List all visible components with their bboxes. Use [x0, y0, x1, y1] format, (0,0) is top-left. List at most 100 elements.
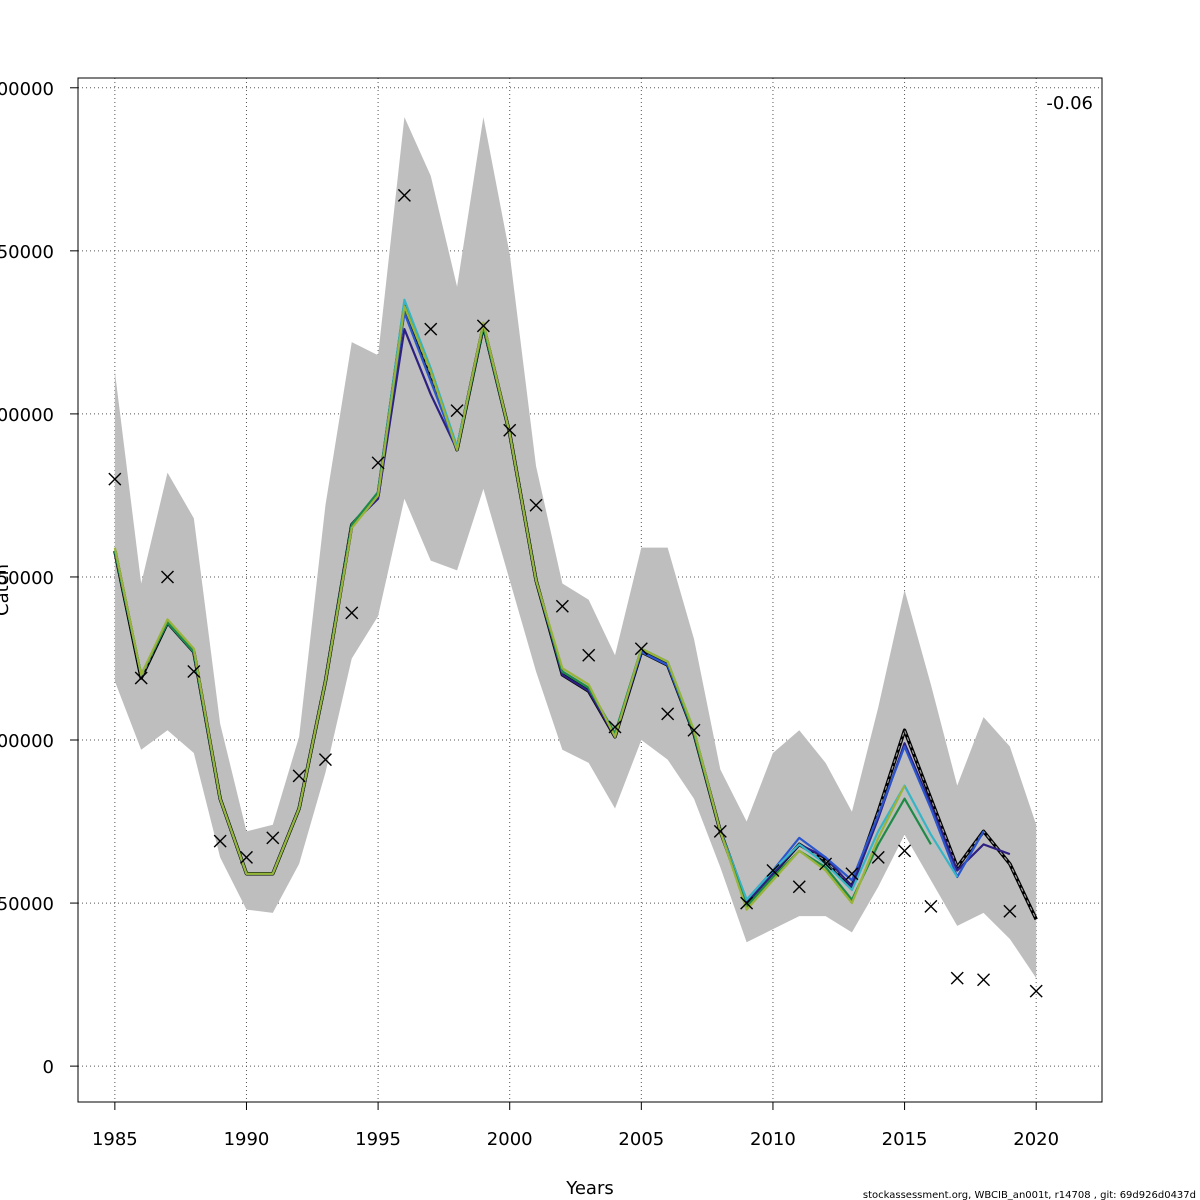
y-tick-label: 300000 — [0, 79, 54, 100]
observed-point — [661, 707, 675, 721]
observed-point — [292, 769, 306, 783]
observed-point-stroke — [687, 723, 701, 737]
observed-point-stroke — [213, 834, 227, 848]
observed-point — [924, 899, 938, 913]
observed-point-stroke — [766, 863, 780, 877]
observed-point — [871, 850, 885, 864]
observed-point — [397, 188, 411, 202]
observed-point-stroke — [792, 880, 806, 894]
observed-point — [1003, 904, 1017, 918]
observed-point — [582, 648, 596, 662]
observed-point — [503, 423, 517, 437]
x-axis: 1985 1990 1995 2000 2005 2010 2015 2020 — [92, 1101, 1059, 1150]
observed-point — [792, 880, 806, 894]
observed-point — [1029, 984, 1043, 998]
observed-point — [450, 404, 464, 418]
observed-point-stroke — [845, 867, 859, 881]
observed-point — [134, 671, 148, 685]
observed-point — [318, 753, 332, 767]
observed-point — [424, 322, 438, 336]
observed-point — [266, 831, 280, 845]
observed-point — [608, 720, 622, 734]
observed-point-stroke — [134, 671, 148, 685]
observed-point — [687, 723, 701, 737]
observed-point — [845, 867, 859, 881]
confidence-band — [114, 117, 1037, 979]
x-tick-label: 2005 — [618, 1129, 664, 1150]
footer-credit: stockassessment.org, WBCIB_an001t, r1470… — [863, 1190, 1196, 1200]
plot-frame — [77, 77, 1103, 1103]
observed-point-stroke — [397, 188, 411, 202]
observed-point-stroke — [713, 824, 727, 838]
observed-point-stroke — [555, 599, 569, 613]
x-axis-title: Years — [565, 1178, 614, 1199]
observed-point-stroke — [476, 319, 490, 333]
observed-point-stroke — [187, 665, 201, 679]
observed-point-stroke — [292, 769, 306, 783]
observed-point-stroke — [1029, 984, 1043, 998]
observed-point — [898, 844, 912, 858]
x-tick-label: 1995 — [355, 1129, 401, 1150]
observed-point-stroke — [608, 720, 622, 734]
series-line-retro_5 — [113, 305, 906, 911]
observed-point — [977, 973, 991, 987]
y-tick-label: 100000 — [0, 731, 54, 752]
observed-point-stroke — [266, 831, 280, 845]
observed-point-stroke — [898, 844, 912, 858]
observed-point-stroke — [503, 423, 517, 437]
y-axis: 0 50000 100000 150000 200000 250000 300000 — [0, 79, 79, 1078]
grid-lines — [78, 78, 1102, 1102]
x-tick-label: 2010 — [750, 1129, 796, 1150]
y-tick-label: 0 — [43, 1057, 54, 1078]
observed-point-stroke — [239, 850, 253, 864]
x-tick-label: 2015 — [882, 1129, 928, 1150]
observed-point-stroke — [634, 642, 648, 656]
observed-point — [213, 834, 227, 848]
series-lines — [113, 298, 1038, 921]
x-tick-label: 1990 — [224, 1129, 270, 1150]
observed-point — [766, 863, 780, 877]
observed-point — [634, 642, 648, 656]
observed-point-stroke — [871, 850, 885, 864]
observed-point-stroke — [529, 498, 543, 512]
observed-point — [819, 857, 833, 871]
observed-point-stroke — [108, 472, 122, 486]
observed-point — [529, 498, 543, 512]
x-tick-label: 2000 — [487, 1129, 533, 1150]
observed-point-stroke — [1003, 904, 1017, 918]
observed-point — [740, 896, 754, 910]
observed-point — [345, 606, 359, 620]
observed-point-stroke — [740, 896, 754, 910]
observed-point-stroke — [345, 606, 359, 620]
observed-point-stroke — [161, 570, 174, 584]
y-tick-label: 250000 — [0, 242, 54, 263]
observed-point-stroke — [424, 322, 438, 336]
observed-point-stroke — [661, 707, 675, 721]
observed-markers — [108, 188, 1043, 998]
y-tick-label: 200000 — [0, 405, 54, 426]
observed-point — [161, 570, 174, 584]
observed-point — [239, 850, 253, 864]
observed-point — [108, 472, 122, 486]
x-tick-label: 1985 — [92, 1129, 138, 1150]
retro-rho-label: -0.06 — [1046, 93, 1093, 114]
observed-point-stroke — [450, 404, 464, 418]
y-tick-label: 50000 — [0, 894, 54, 915]
observed-point-stroke — [977, 973, 991, 987]
observed-point-stroke — [318, 753, 332, 767]
observed-point — [371, 456, 385, 470]
observed-point-stroke — [819, 857, 833, 871]
observed-point — [187, 665, 201, 679]
confidence-band-group — [114, 117, 1037, 979]
observed-point — [713, 824, 727, 838]
observed-point-stroke — [582, 648, 596, 662]
observed-point-stroke — [950, 971, 964, 985]
y-axis-title: Catch — [0, 564, 13, 616]
observed-point — [555, 599, 569, 613]
observed-point — [950, 971, 964, 985]
x-tick-label: 2020 — [1013, 1129, 1059, 1150]
observed-point — [476, 319, 490, 333]
observed-point-stroke — [924, 899, 938, 913]
y-tick-label: 150000 — [0, 568, 54, 589]
